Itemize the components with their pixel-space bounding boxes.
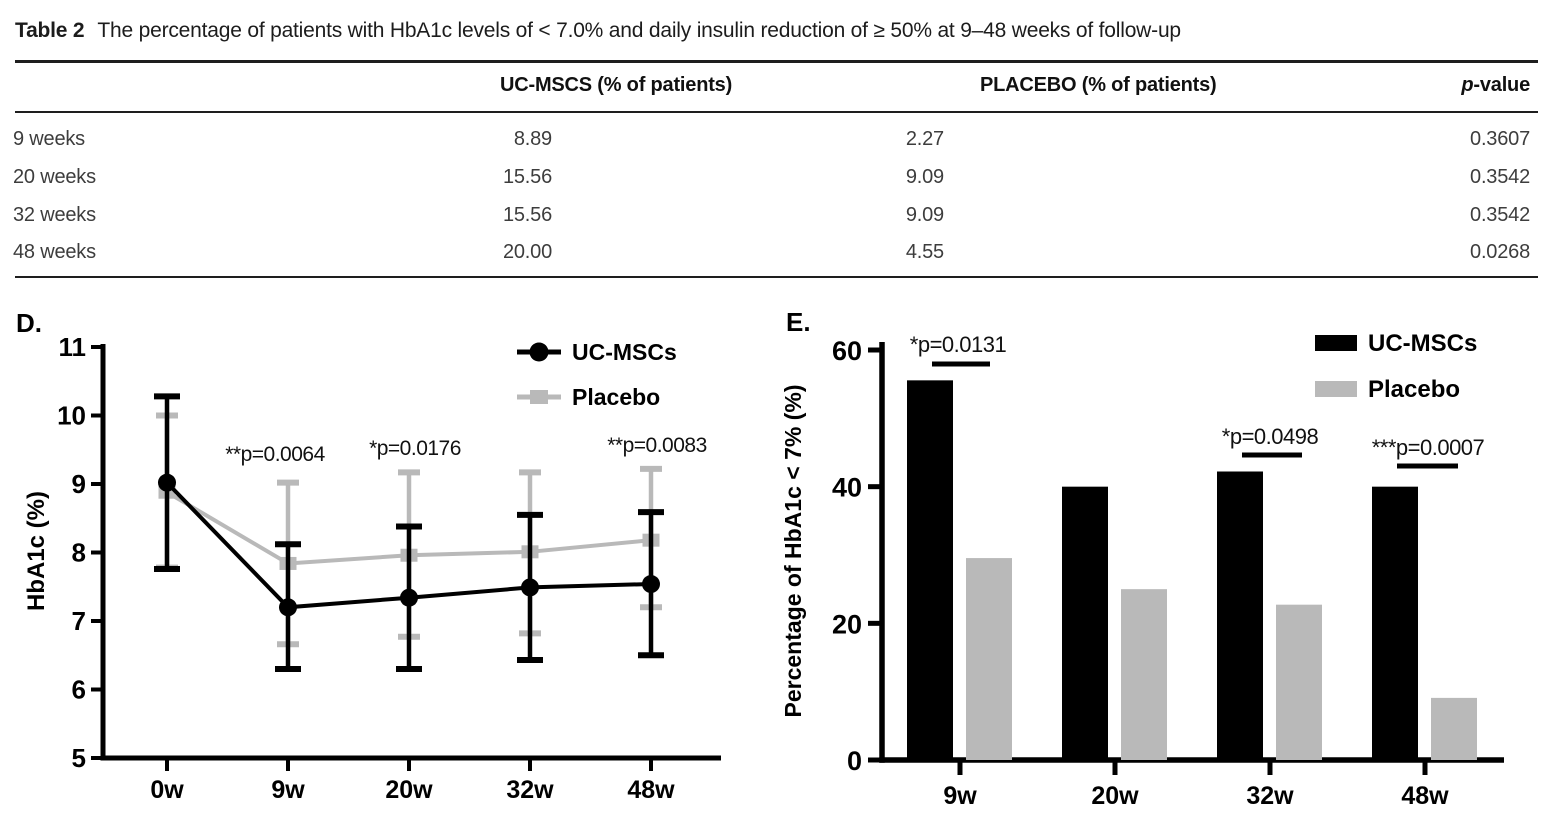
x-tick-label: 32w [506,776,554,804]
panel-e-label: E. [786,307,811,337]
legend-swatch [1315,335,1357,351]
table-title-text: The percentage of patients with HbA1c le… [97,19,1181,42]
x-tick-label: 20w [1091,782,1139,810]
bar-uc-mscs [1062,486,1108,760]
table-row: 20 weeks 15.56 9.09 0.3542 [0,166,1553,192]
marker-circle [279,598,297,617]
hba1c-line-chart: 5 6 7 8 9 10 11 0w 9w 20w 32w 48w HbA1c (%) UC-MSCs Pl… [23,332,721,804]
cell-placebo: 9.09 [905,166,944,188]
cell-ucmscs: 20.00 [502,241,552,263]
y-tick-label: 10 [57,401,86,431]
table-row: 32 weeks 15.56 9.09 0.3542 [0,204,1553,230]
row-label: 32 weeks [13,204,96,226]
pvalue-annotation: *p=0.0131 [910,332,1007,357]
y-axis-title: Percentage of HbA1c < 7% (%) [780,385,806,718]
legend-swatch [1315,381,1357,397]
column-header-placebo: PLACEBO (% of patients) [980,74,1217,96]
y-tick-label: 7 [72,606,86,636]
cell-placebo: 9.09 [905,204,944,226]
y-axis-title: HbA1c (%) [23,491,50,611]
y-tick-label: 9 [72,469,86,499]
line-chart-legend: UC-MSCs Placebo [517,339,677,410]
y-tick-label: 60 [832,336,862,366]
x-tick-label: 20w [385,776,433,804]
marker-circle [158,473,176,492]
cell-ucmscs: 8.89 [513,128,552,150]
row-label: 48 weeks [13,241,96,263]
column-header-ucmscs: UC-MSCS (% of patients) [500,74,733,96]
bar-placebo [966,558,1012,760]
marker-circle [400,588,418,607]
hba1c-bar-chart: 0 20 40 60 Percentage of HbA1c < 7% (%) 9w 20w… [780,330,1504,810]
bar-uc-mscs [1372,486,1418,760]
y-tick-label: 6 [72,675,86,705]
y-tick-label: 40 [832,473,862,503]
x-tick-label: 32w [1246,782,1294,810]
table-row: 9 weeks 8.89 2.27 0.3607 [0,128,1553,154]
legend-label: Placebo [572,384,660,410]
pvalue-italic-p: p [1461,74,1474,96]
x-tick-label: 9w [943,782,977,810]
cell-placebo: 2.27 [905,128,944,150]
pvalue-annotation: **p=0.0083 [607,434,707,457]
column-header-pvalue: p-value [1380,74,1530,97]
legend-marker-circle [529,342,549,362]
legend-label: UC-MSCs [572,339,677,365]
pvalue-annotation: *p=0.0176 [369,437,461,460]
series-uc-mscs [154,393,664,672]
bar-uc-mscs [907,380,953,760]
pvalue-annotation: *p=0.0498 [1222,424,1319,449]
legend-label: UC-MSCs [1368,330,1477,357]
table-title: Table 2 The percentage of patients with H… [15,19,1181,43]
cell-ucmscs: 15.56 [502,204,552,226]
cell-pvalue: 0.3542 [1470,166,1530,188]
y-tick-label: 8 [72,538,86,568]
y-tick-label: 5 [72,743,86,773]
bar-chart-legend: UC-MSCs Placebo [1315,330,1477,403]
cell-placebo: 4.55 [905,241,944,263]
row-label: 20 weeks [13,166,96,188]
panel-d-label: D. [16,308,42,338]
marker-circle [521,578,539,597]
cell-pvalue: 0.3542 [1470,204,1530,226]
table-rule-bottom [15,276,1538,278]
bar-placebo [1121,589,1167,760]
y-tick-label: 0 [847,746,862,776]
cell-pvalue: 0.3607 [1470,128,1530,150]
y-tick-label: 11 [59,332,87,362]
cell-ucmscs: 15.56 [502,166,552,188]
table-row: 48 weeks 20.00 4.55 0.0268 [0,241,1553,267]
y-tick-label: 20 [832,609,862,639]
table-title-label: Table 2 [15,19,85,42]
pvalue-rest: -value [1473,74,1530,96]
table-rule-header [15,111,1538,113]
x-tick-label: 0w [150,776,184,804]
marker-circle [642,575,660,594]
table-rule-top [15,60,1538,63]
cell-pvalue: 0.0268 [1470,241,1530,263]
bar-uc-mscs [1217,471,1263,760]
legend-marker-square [530,390,548,404]
x-tick-label: 48w [1401,782,1449,810]
legend-label: Placebo [1368,376,1460,403]
bar-placebo [1276,604,1322,760]
x-tick-label: 9w [271,776,305,804]
pvalue-annotation: ***p=0.0007 [1372,435,1485,460]
bar-placebo [1431,697,1477,760]
pvalue-annotation: **p=0.0064 [225,443,325,466]
x-tick-label: 48w [627,776,675,804]
row-label: 9 weeks [13,128,85,150]
